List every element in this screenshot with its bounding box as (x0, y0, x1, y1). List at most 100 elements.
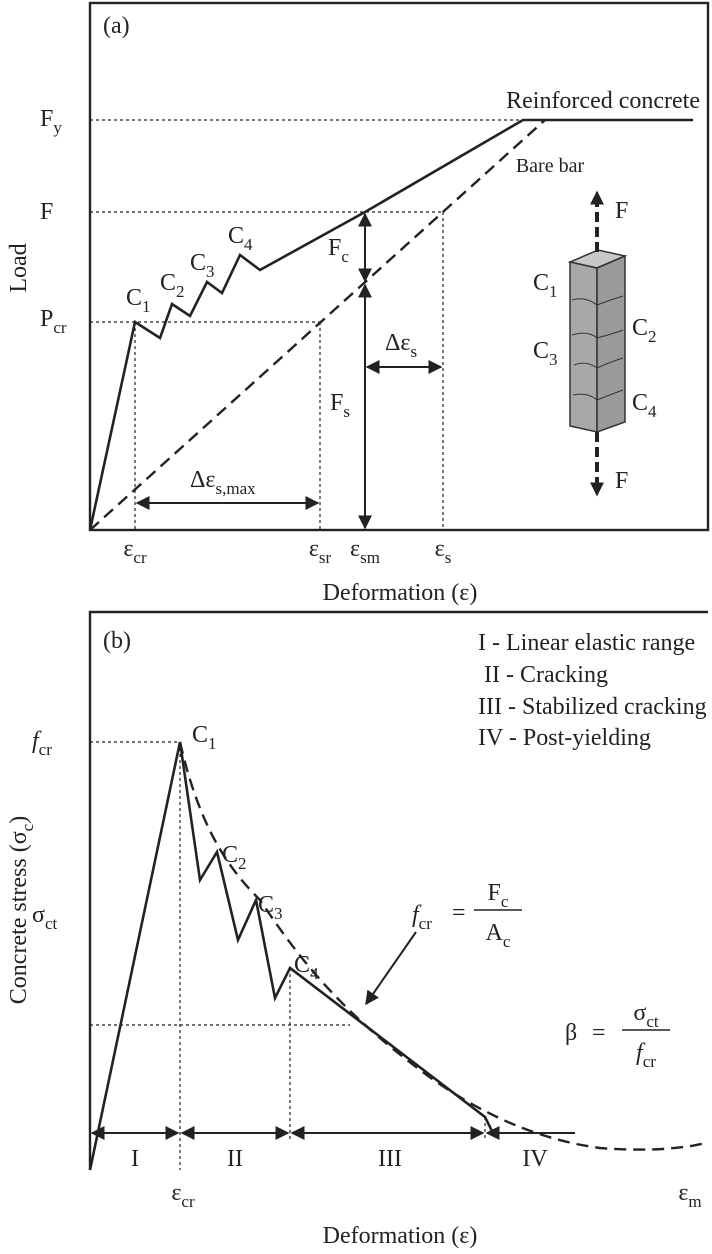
specimen-crack-label-symbol: C (533, 338, 549, 364)
strain-difference-label-symbol: Δε (190, 467, 216, 493)
force-label-subscript: c (341, 247, 349, 266)
strain-label-symbol: ε (123, 536, 133, 562)
crack-label-subscript: 3 (274, 904, 283, 923)
strain-difference-label-symbol: Δε (385, 330, 411, 356)
y-axis-title: Load (6, 243, 32, 292)
x-axis-title: Deformation (ε) (323, 1223, 478, 1249)
load-level-label: F (40, 199, 53, 225)
range-label-text: III (378, 1146, 402, 1172)
specimen-crack-label-symbol: C (632, 390, 648, 416)
specimen-crack-label-symbol: C (533, 270, 549, 296)
range-label: II (227, 1146, 243, 1172)
specimen-side (596, 254, 626, 434)
specimen-force-label: F (615, 198, 628, 224)
force-label-subscript: s (343, 402, 350, 421)
specimen-force-label-text: F (615, 468, 628, 494)
strain-label-subscript: sr (319, 548, 332, 567)
specimen-crack-label: C4 (632, 390, 657, 421)
specimen-crack-label-subscript: 3 (549, 350, 558, 369)
range-label-text: I (131, 1146, 139, 1172)
legend-entry: IV - Post-yielding (478, 725, 651, 751)
crack-label-subscript: 1 (142, 297, 151, 316)
crack-label-subscript: 4 (310, 964, 319, 983)
formula-term: = (452, 900, 466, 926)
load-level-label-subscript: y (53, 118, 62, 137)
formula-term-symbol: A (486, 920, 504, 946)
crack-label: C4 (228, 223, 253, 254)
specimen-front (569, 261, 598, 433)
formula-term-subscript: cr (643, 1052, 657, 1071)
y-axis-title: Concrete stress (σc) (6, 816, 37, 1004)
panel-tag-text: (a) (103, 13, 130, 39)
panel-b-frame (88, 610, 708, 1170)
crack-label-symbol: C (160, 270, 176, 296)
crack-label-symbol: C (294, 952, 310, 978)
crack-label: C2 (160, 270, 185, 301)
strain-label: εsr (309, 536, 332, 567)
range-label: IV (522, 1146, 548, 1172)
formula-term: fcr (412, 902, 432, 933)
range-label: I (131, 1146, 139, 1172)
stress-envelope (178, 741, 709, 1151)
formula-term-text: β (565, 1020, 577, 1046)
formula-term-subscript: ct (646, 1012, 659, 1031)
crack-label-subscript: 2 (176, 282, 185, 301)
strain-difference-label-subscript: s (411, 342, 418, 361)
formula-term-symbol: f (412, 902, 422, 928)
strain-label-subscript: sm (360, 548, 380, 567)
load-level-label-symbol: F (40, 106, 53, 132)
formula-term-subscript: c (501, 892, 509, 911)
legend-entry: II - Cracking (484, 662, 608, 688)
crack-label-subscript: 2 (238, 854, 247, 873)
legend-entry: I - Linear elastic range (478, 630, 695, 656)
specimen-crack-label: C1 (533, 270, 558, 301)
formula-term-symbol: σ (633, 1000, 646, 1026)
formula-term-subscript: cr (419, 914, 433, 933)
strain-label-subscript: cr (181, 1192, 195, 1211)
y-axis-title-suffix: ) (6, 816, 32, 824)
strain-label-symbol: ε (435, 536, 445, 562)
legend-entry: III - Stabilized cracking (478, 694, 707, 720)
stress-level-label: σct (32, 902, 57, 933)
formula-term-symbol: F (488, 880, 501, 906)
legend-entry-text: IV - Post-yielding (478, 725, 651, 751)
strain-label-symbol: ε (350, 536, 360, 562)
strain-label-symbol: ε (171, 1180, 181, 1206)
bare-bar-curve (89, 119, 546, 531)
crack-label: C3 (190, 250, 215, 281)
specimen-force-label-text: F (615, 198, 628, 224)
reinforced-concrete-curve (88, 118, 693, 531)
formula-term: β (565, 1020, 577, 1046)
crack-label-symbol: C (126, 285, 142, 311)
formula-term: Ac (486, 920, 511, 951)
range-label-text: IV (522, 1146, 548, 1172)
legend-entry-text: II - Cracking (484, 662, 608, 688)
crack-label-symbol: C (192, 722, 208, 748)
specimen-crack-label-symbol: C (632, 315, 648, 341)
x-axis-title-text: Deformation (ε) (323, 580, 478, 606)
specimen-crack-label-subscript: 1 (549, 282, 558, 301)
x-axis-title-text: Deformation (ε) (323, 1223, 478, 1249)
strain-difference-label: Δεs,max (190, 467, 256, 498)
crack-label-symbol: C (258, 892, 274, 918)
range-label-text: II (227, 1146, 243, 1172)
x-axis-title: Deformation (ε) (323, 580, 478, 606)
formula-term-subscript: c (503, 932, 511, 951)
range-label: III (378, 1146, 402, 1172)
legend-entry-text: III - Stabilized cracking (478, 694, 707, 720)
panel-a-frame (88, 1, 710, 532)
legend-entry-text: I - Linear elastic range (478, 630, 695, 656)
crack-label-subscript: 1 (208, 734, 217, 753)
force-label-symbol: F (330, 390, 343, 416)
strain-label-subscript: m (688, 1192, 701, 1211)
formula-arrow (365, 931, 417, 1006)
strain-label-symbol: ε (678, 1180, 688, 1206)
formula-term: = (592, 1020, 606, 1046)
specimen-crack-label: C3 (533, 338, 558, 369)
strain-label: εcr (171, 1180, 195, 1211)
force-label: Fc (328, 235, 349, 266)
strain-label-subscript: s (445, 548, 452, 567)
crack-label: C3 (258, 892, 283, 923)
y-axis-title-subscript: c (18, 823, 37, 831)
